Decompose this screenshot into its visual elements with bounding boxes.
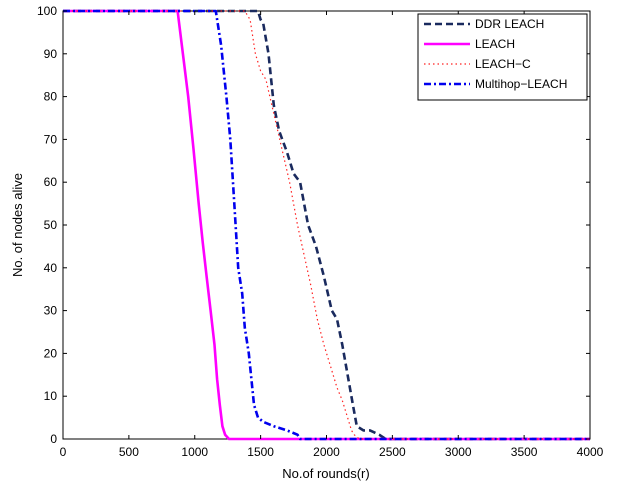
y-tick-label: 30 [44,304,58,318]
x-tick-label: 1500 [247,445,274,459]
y-tick-label: 60 [44,175,58,189]
legend-box [417,13,588,101]
series-line-2 [63,9,590,441]
x-tick-label: 500 [119,445,139,459]
y-axis-label: No. of nodes alive [10,173,25,277]
x-tick-label: 0 [60,445,67,459]
series-line-4 [63,9,590,441]
x-tick-label: 3000 [445,445,472,459]
x-tick-label: 3500 [511,445,538,459]
y-tick-label: 80 [44,90,58,104]
y-tick-label: 50 [44,218,58,232]
y-tick-label: 40 [44,261,58,275]
legend-label-3: LEACH−C [475,57,531,71]
legend-items: DDR LEACH LEACH LEACH−C Multihop−LEACH [424,17,567,91]
series-line-3 [63,10,590,440]
legend: DDR LEACH LEACH LEACH−C Multihop−LEACH [417,13,588,101]
legend-label-4: Multihop−LEACH [475,77,567,91]
tick-layer: 0 500 1000 1500 2000 2500 3000 3500 4000 0 10 20 30 4… [37,4,604,459]
x-tick-label: 4000 [577,445,604,459]
x-tick-label: 2000 [313,445,340,459]
y-tick-label: 100 [37,4,57,18]
legend-label-2: LEACH [475,37,515,51]
y-tick-label: 70 [44,132,58,146]
series-layer [63,9,590,441]
x-tick-label: 1000 [181,445,208,459]
y-tick-label: 20 [44,346,58,360]
legend-label-1: DDR LEACH [475,17,544,31]
y-tick-label: 90 [44,47,58,61]
series-line-1 [63,9,590,441]
y-tick-label: 0 [50,432,57,446]
y-tick-label: 10 [44,389,58,403]
x-axis-label: No.of rounds(r) [282,466,369,481]
x-tick-label: 2500 [379,445,406,459]
